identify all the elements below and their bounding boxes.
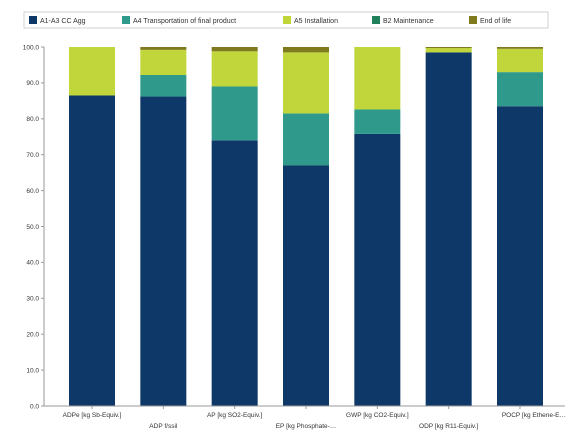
y-tick-label: 0.0: [30, 403, 39, 410]
y-tick-label: 70.0: [26, 152, 39, 159]
y-tick-label: 40.0: [26, 260, 39, 267]
bar-segment-7-2: [497, 72, 543, 107]
bar-segment-2-1: [140, 96, 187, 407]
y-tick-label: 90.0: [26, 80, 39, 87]
bar-segment-4-2: [283, 113, 329, 166]
bar-segment-2-3: [140, 49, 187, 76]
y-tick-label: 30.0: [26, 296, 39, 303]
legend-label-4: B2 Maintenance: [383, 18, 434, 25]
bar-segment-7-3: [497, 48, 543, 73]
bar-segment-6-3: [425, 48, 472, 53]
x-category-label-4: EP [kg Phosphate-…: [276, 423, 337, 430]
bar-segment-4-3: [283, 52, 329, 114]
bar-segment-2-5: [140, 47, 187, 50]
bar-segment-4-1: [283, 165, 329, 406]
bar-segment-2-2: [140, 75, 187, 97]
bar-segment-3-5: [211, 47, 258, 52]
y-tick-label: 100.0: [23, 44, 40, 51]
y-tick-label: 50.0: [26, 224, 39, 231]
legend-label-3: A5 Installation: [294, 18, 338, 25]
bar-segment-1-1: [69, 95, 115, 406]
x-category-label-3: AP [kg SO2-Equiv.]: [207, 412, 263, 419]
legend-swatch-2: [122, 16, 130, 24]
bar-segment-5-2: [354, 109, 401, 134]
bar-segment-1-3: [69, 47, 115, 96]
bar-segment-7-5: [497, 47, 543, 49]
y-axis: 0.0 10.0 20.0 30.0 40.0 50.0 60.0 70.0 80.0 90.0 1…: [23, 44, 45, 410]
bar-segment-3-3: [211, 51, 258, 87]
bar-segment-3-2: [211, 86, 258, 141]
x-axis: ADPe [kg Sb-Equiv.] ADP f/ssil AP [kg SO2-…: [44, 405, 566, 430]
legend-label-2: A4 Transportation of final product: [133, 18, 236, 25]
x-category-label-7: POCP [kg Ethene-E…: [502, 412, 566, 419]
legend-swatch-3: [283, 16, 291, 24]
legend: A1-A3 CC Agg A4 Transportation of final p…: [23, 11, 549, 29]
bar-segment-5-1: [354, 133, 401, 407]
legend-swatch-5: [469, 16, 477, 24]
y-tick-label: 20.0: [26, 332, 39, 339]
x-category-label-1: ADPe [kg Sb-Equiv.]: [63, 412, 122, 419]
bar-segment-6-1: [425, 52, 472, 406]
bar-segment-5-3: [354, 47, 401, 110]
x-category-label-5: GWP [kg CO2-Equiv.]: [346, 412, 409, 419]
bar-segment-4-5: [283, 47, 329, 53]
bar-segment-6-5: [425, 47, 472, 49]
legend-label-1: A1-A3 CC Agg: [40, 18, 86, 25]
legend-label-5: End of life: [480, 18, 511, 25]
y-tick-label: 80.0: [26, 116, 39, 123]
x-category-label-2: ADP f/ssil: [149, 423, 178, 430]
bars: [69, 47, 543, 407]
y-tick-label: 60.0: [26, 188, 39, 195]
legend-swatch-4: [372, 16, 380, 24]
legend-swatch-1: [29, 16, 37, 24]
y-tick-label: 10.0: [26, 367, 39, 374]
x-category-label-6: ODP [kg R11-Equiv.]: [419, 423, 478, 430]
bar-segment-7-1: [497, 106, 543, 407]
bar-segment-3-1: [211, 140, 258, 406]
